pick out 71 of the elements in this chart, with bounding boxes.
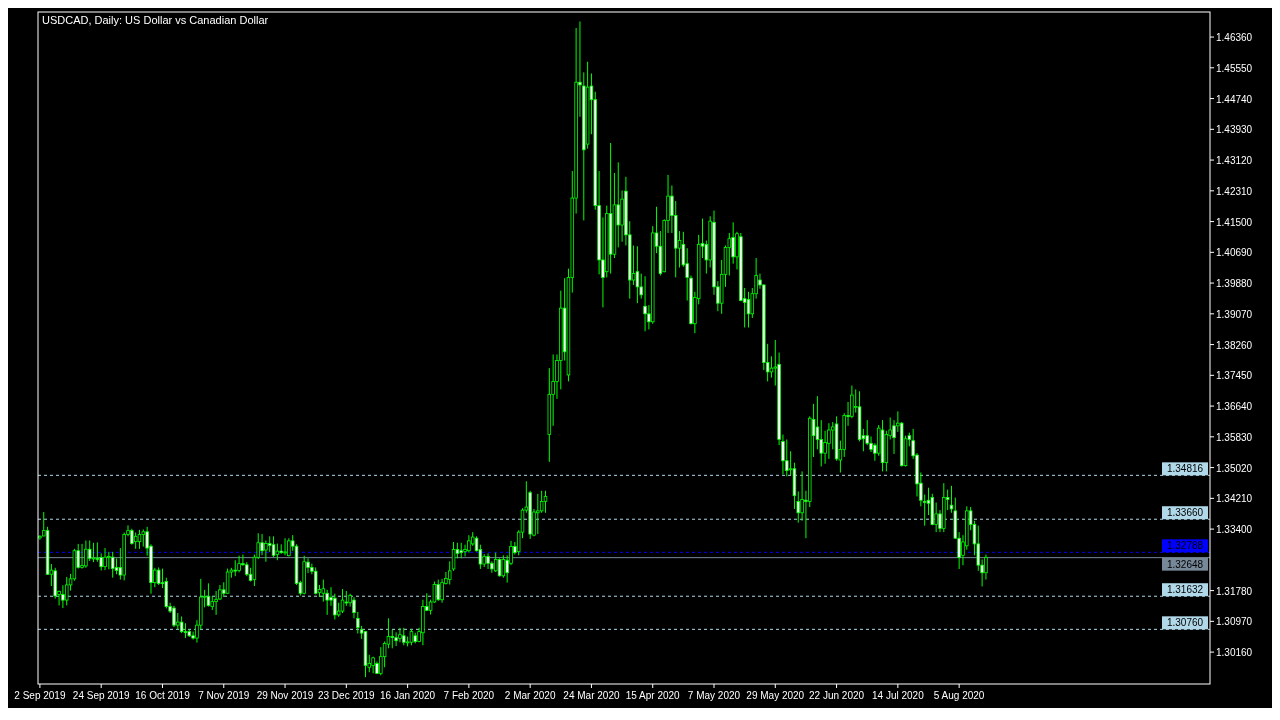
candlestick bbox=[785, 439, 789, 477]
y-tick-label: 1.35830 bbox=[1216, 431, 1253, 443]
ref-line-label: 1.30760 bbox=[1166, 617, 1204, 629]
candlestick bbox=[746, 291, 751, 328]
y-tick-label: 1.35020 bbox=[1216, 462, 1253, 474]
ref-line-label: 1.31632 bbox=[1166, 584, 1204, 596]
y-tick-label: 1.45550 bbox=[1216, 62, 1253, 74]
candlestick bbox=[91, 542, 96, 563]
y-tick-label: 1.43120 bbox=[1216, 155, 1253, 167]
x-tick-label: 5 Aug 2020 bbox=[933, 690, 985, 701]
candlestick bbox=[543, 490, 548, 514]
ref-line-label: 1.32648 bbox=[1166, 558, 1204, 570]
candlestick bbox=[264, 539, 268, 563]
y-tick-label: 1.30970 bbox=[1216, 616, 1253, 628]
x-tick-label: 23 Dec 2019 bbox=[317, 690, 376, 701]
ref-line-label: 1.32788 bbox=[1166, 540, 1204, 552]
candlestick bbox=[769, 355, 774, 379]
y-tick-label: 1.43930 bbox=[1216, 124, 1253, 136]
y-tick-label: 1.37450 bbox=[1216, 370, 1253, 382]
ref-line-label: 1.33660 bbox=[1166, 507, 1204, 519]
candlestick bbox=[501, 554, 506, 579]
y-tick-label: 1.39880 bbox=[1216, 278, 1253, 290]
candlestick bbox=[635, 245, 640, 304]
candlestick bbox=[313, 566, 318, 595]
x-tick-label: 16 Oct 2019 bbox=[135, 690, 191, 701]
y-tick-label: 1.42310 bbox=[1216, 185, 1253, 197]
y-tick-label: 1.31780 bbox=[1216, 585, 1253, 597]
x-tick-label: 15 Apr 2020 bbox=[625, 690, 681, 701]
x-tick-label: 7 May 2020 bbox=[687, 690, 741, 701]
x-tick-label: 22 Jun 2020 bbox=[809, 690, 865, 701]
y-tick-label: 1.33400 bbox=[1216, 524, 1253, 536]
candlestick bbox=[103, 547, 107, 571]
y-tick-label: 1.36640 bbox=[1216, 401, 1253, 413]
candlestick bbox=[643, 275, 647, 332]
candlestick bbox=[394, 631, 398, 647]
candlestick bbox=[84, 539, 88, 569]
x-tick-label: 24 Sep 2019 bbox=[72, 690, 130, 701]
candlestick bbox=[61, 584, 65, 609]
y-tick-label: 1.30160 bbox=[1216, 647, 1253, 659]
y-tick-label: 1.40690 bbox=[1216, 247, 1253, 259]
candlestick bbox=[237, 555, 241, 573]
candlestick bbox=[486, 552, 490, 570]
x-tick-label: 2 Mar 2020 bbox=[504, 690, 556, 701]
y-tick-label: 1.46360 bbox=[1216, 32, 1253, 44]
candlestick bbox=[827, 422, 831, 460]
x-tick-label: 7 Nov 2019 bbox=[198, 690, 250, 701]
candlestick bbox=[536, 493, 540, 535]
x-tick-label: 7 Feb 2020 bbox=[443, 690, 495, 701]
ref-line-label: 1.34816 bbox=[1166, 463, 1204, 475]
x-tick-label: 16 Jan 2020 bbox=[380, 690, 436, 701]
x-tick-label: 14 Jul 2020 bbox=[871, 690, 925, 701]
candlestick bbox=[390, 629, 395, 649]
candlestick bbox=[539, 490, 544, 514]
x-tick-label: 29 Nov 2019 bbox=[256, 690, 314, 701]
y-tick-label: 1.39070 bbox=[1216, 308, 1253, 320]
candlestick bbox=[95, 541, 100, 563]
candlestick bbox=[398, 627, 402, 643]
candlestick bbox=[80, 543, 84, 570]
x-tick-label: 2 Sep 2019 bbox=[14, 690, 66, 701]
y-tick-label: 1.38260 bbox=[1216, 339, 1253, 351]
chart-title: USDCAD, Daily: US Dollar vs Canadian Dollar bbox=[42, 14, 269, 26]
candlestick bbox=[214, 590, 218, 616]
y-tick-label: 1.41500 bbox=[1216, 216, 1253, 228]
x-tick-label: 29 May 2020 bbox=[746, 690, 805, 701]
y-tick-label: 1.34210 bbox=[1216, 493, 1253, 505]
candlestick bbox=[436, 579, 440, 602]
candlestick bbox=[64, 576, 69, 606]
x-tick-label: 24 Mar 2020 bbox=[563, 690, 620, 701]
y-tick-label: 1.44740 bbox=[1216, 93, 1253, 105]
candlestick bbox=[283, 537, 287, 556]
candlestick bbox=[172, 605, 176, 628]
